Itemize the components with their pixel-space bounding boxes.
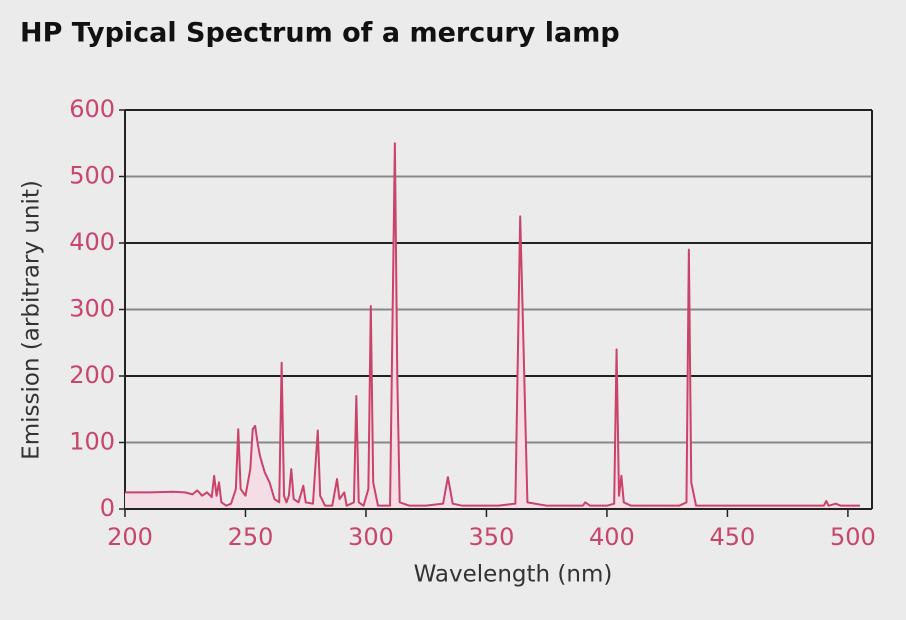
y-tick-label: 200 — [69, 361, 115, 389]
x-tick-label: 250 — [228, 523, 274, 551]
y-tick-label: 400 — [69, 228, 115, 256]
y-tick-label: 600 — [69, 95, 115, 123]
x-tick-label: 500 — [830, 523, 876, 551]
spectrum-line — [125, 142, 860, 507]
y-tick-label: 500 — [69, 162, 115, 190]
chart-title: HP Typical Spectrum of a mercury lamp — [20, 18, 620, 49]
x-tick-label: 300 — [348, 523, 394, 551]
x-axis-title: Wavelength (nm) — [414, 562, 613, 588]
y-tick-label: 0 — [100, 494, 115, 522]
x-tick-label: 350 — [469, 523, 515, 551]
x-tick-label: 400 — [589, 523, 635, 551]
y-tick-label: 300 — [69, 295, 115, 323]
x-tick-label: 450 — [710, 523, 756, 551]
y-axis-title: Emission (arbitrary unit) — [19, 180, 45, 460]
y-tick-label: 100 — [69, 428, 115, 456]
x-tick-label: 200 — [107, 523, 153, 551]
